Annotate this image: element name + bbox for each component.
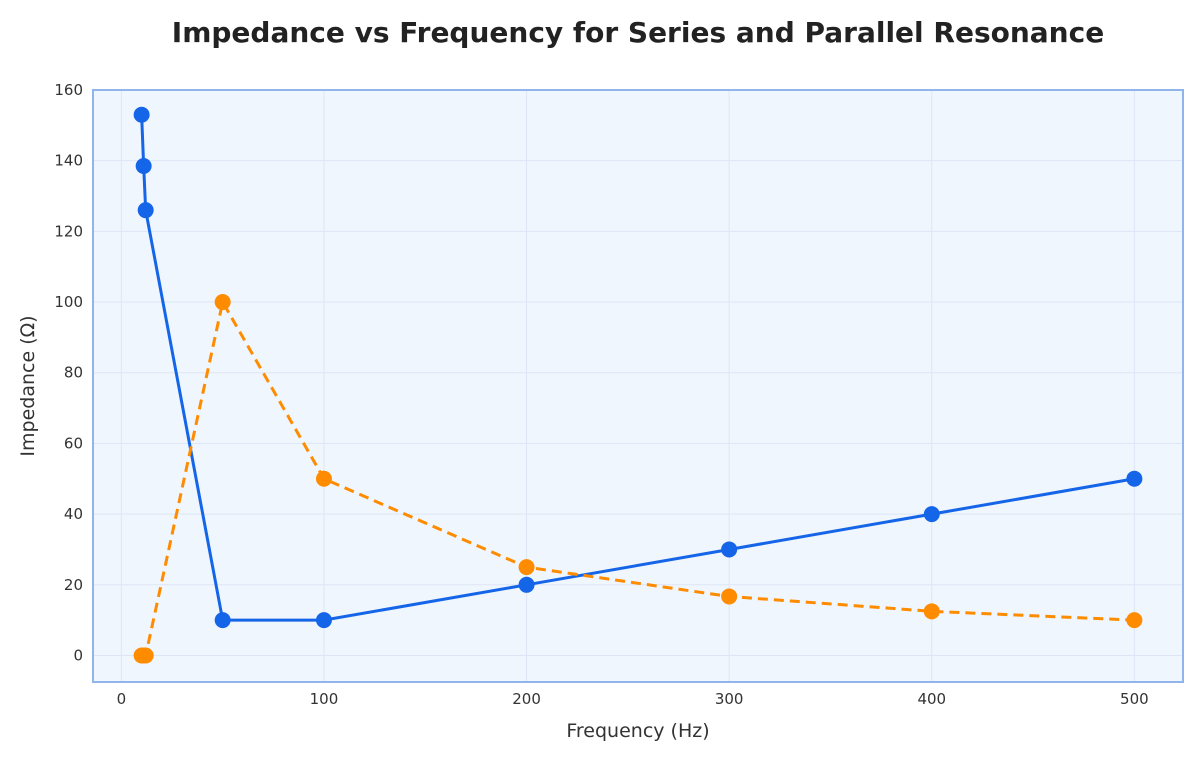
series-1-point xyxy=(518,576,535,593)
y-tick-label: 160 xyxy=(54,81,83,99)
x-tick-label: 0 xyxy=(117,690,127,708)
series-2-point xyxy=(214,294,231,311)
y-tick-label: 80 xyxy=(64,364,83,382)
series-2-point xyxy=(137,647,154,664)
series-1-point xyxy=(923,506,940,523)
series-1-point xyxy=(133,106,150,123)
series-1-point xyxy=(137,202,154,219)
series-1-point xyxy=(1126,470,1143,487)
series-2-point xyxy=(315,470,332,487)
x-tick-label: 300 xyxy=(715,690,744,708)
y-tick-label: 140 xyxy=(54,152,83,170)
series-2-point xyxy=(923,603,940,620)
x-tick-label: 200 xyxy=(512,690,541,708)
x-tick-label: 400 xyxy=(917,690,946,708)
series-1-point xyxy=(135,157,152,174)
y-tick-label: 40 xyxy=(64,505,83,523)
plot-border xyxy=(92,89,1184,683)
chart-title: Impedance vs Frequency for Series and Pa… xyxy=(172,16,1104,49)
series-2-point xyxy=(518,559,535,576)
y-tick-label: 120 xyxy=(54,222,83,240)
y-tick-label: 20 xyxy=(64,576,83,594)
y-tick-label: 60 xyxy=(64,434,83,452)
x-tick-label: 500 xyxy=(1120,690,1149,708)
y-axis-label: Impedance (Ω) xyxy=(17,315,39,456)
y-tick-label: 100 xyxy=(54,293,83,311)
series-2-point xyxy=(721,588,738,605)
x-tick-label: 100 xyxy=(310,690,339,708)
y-tick-label: 0 xyxy=(73,646,83,664)
plot-area xyxy=(93,90,1183,682)
x-axis-label: Frequency (Hz) xyxy=(566,720,709,742)
series-1-point xyxy=(721,541,738,558)
series-1-point xyxy=(214,612,231,629)
series-2-point xyxy=(1126,612,1143,629)
series-1-point xyxy=(315,612,332,629)
